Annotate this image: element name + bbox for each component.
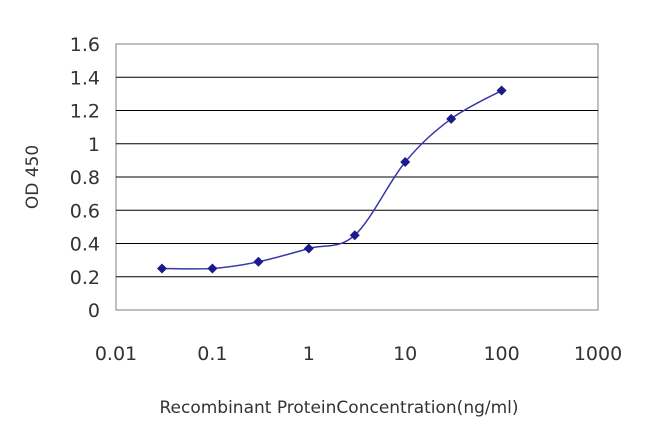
y-tick-label: 0.4 [70,234,100,256]
x-tick-label: 10 [393,343,417,365]
data-point-marker [303,243,314,254]
data-point-marker [400,157,411,168]
y-axis-title: OD 450 [23,145,43,209]
data-point-marker [496,85,507,96]
y-tick-label: 0.6 [70,200,100,222]
data-point-marker [253,256,264,267]
x-tick-label: 1 [303,343,315,365]
x-tick-labels: 0.01 0.1 1 10 100 1000 [95,343,622,365]
x-tick-label: 100 [483,343,519,365]
data-point-marker [156,263,167,274]
x-tick-label: 0.01 [95,343,137,365]
data-point-marker [446,113,457,124]
y-tick-label: 0 [88,300,100,322]
x-tick-label: 1000 [574,343,622,365]
x-axis-title: Recombinant ProteinConcentration(ng/ml) [159,398,518,418]
y-tick-label: 0.8 [70,167,100,189]
data-point-marker [207,263,218,274]
y-tick-label: 1.4 [70,67,100,89]
series-line [161,89,502,270]
series-group [156,85,507,274]
y-tick-label: 1.6 [70,34,100,56]
data-point-marker [349,230,360,241]
y-tick-label: 1 [88,134,100,156]
y-tick-label: 1.2 [70,101,100,123]
grid-lines [116,76,598,278]
x-tick-label: 0.1 [197,343,227,365]
y-tick-label: 0.2 [70,267,100,289]
y-tick-labels: 0 0.2 0.4 0.6 0.8 1 1.2 1.4 1.6 [70,34,100,322]
